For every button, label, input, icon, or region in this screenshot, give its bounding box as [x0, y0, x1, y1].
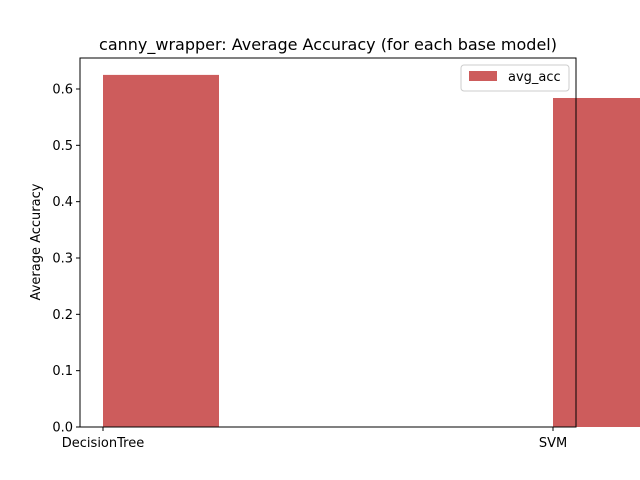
y-axis-label: Average Accuracy — [29, 183, 44, 300]
y-tick-label: 0.5 — [52, 139, 73, 154]
y-axis: 0.0 0.1 0.2 0.3 0.4 0.5 0.6 — [52, 82, 80, 436]
x-tick-label: DecisionTree — [62, 436, 144, 451]
bars-group — [103, 74, 640, 428]
axes-frame — [79, 57, 577, 428]
legend-label-avg-acc: avg_acc — [508, 70, 561, 85]
legend: avg_acc — [460, 64, 570, 92]
y-tick-label: 0.1 — [52, 364, 73, 379]
x-axis: DecisionTree SVM — [62, 427, 567, 451]
bar-svm — [553, 97, 640, 427]
x-tick-label: SVM — [539, 436, 567, 451]
y-tick-label: 0.6 — [52, 82, 73, 97]
y-tick-label: 0.3 — [52, 251, 73, 266]
y-tick-label: 0.4 — [52, 195, 73, 210]
bar-decisiontree — [103, 74, 219, 428]
legend-swatch-avg-acc — [469, 71, 497, 81]
chart-title: canny_wrapper: Average Accuracy (for eac… — [99, 35, 557, 55]
y-tick-label: 0.2 — [52, 308, 73, 323]
y-tick-label: 0.0 — [52, 421, 73, 436]
